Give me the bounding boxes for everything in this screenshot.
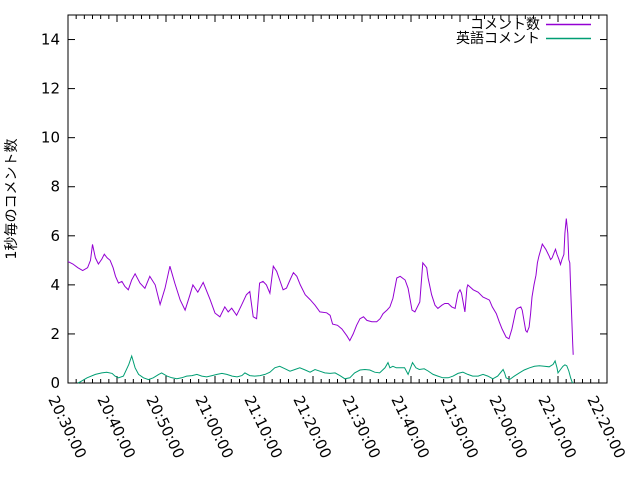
x-tick-label: 21:00:00 (191, 393, 237, 461)
plot-border (67, 14, 608, 384)
y-tick-label: 12 (41, 80, 60, 98)
y-tick-label: 2 (50, 325, 60, 343)
series-lines (67, 218, 574, 384)
y-tick-label: 8 (50, 178, 60, 196)
y-tick-label: 14 (41, 31, 60, 49)
english-comments-line (77, 354, 574, 384)
x-tick-label: 20:40:00 (93, 393, 139, 461)
legend: コメント数 英語コメント (456, 17, 591, 47)
y-tick-label: 0 (50, 374, 60, 392)
x-axis-tick-labels: 20:30:00 20:40:00 20:50:00 21:00:00 21:10:00… (44, 393, 629, 461)
x-tick-label: 21:30:00 (338, 393, 384, 461)
comments-line (67, 218, 574, 355)
x-tick-label: 21:10:00 (240, 393, 286, 461)
y-axis-title: 1秒毎のコメント数 (4, 139, 20, 260)
x-axis-ticks (67, 15, 608, 383)
x-tick-label: 20:30:00 (44, 393, 90, 461)
y-axis-ticks (68, 39, 607, 384)
x-tick-label: 21:40:00 (387, 393, 433, 461)
x-tick-label: 22:10:00 (534, 393, 580, 461)
x-tick-label: 22:20:00 (583, 393, 629, 461)
x-tick-label: 22:00:00 (485, 393, 531, 461)
y-tick-label: 10 (41, 129, 60, 147)
y-tick-label: 6 (50, 227, 60, 245)
x-tick-label: 21:20:00 (289, 393, 335, 461)
y-axis-tick-labels: 0 2 4 6 8 10 12 14 (41, 31, 60, 392)
x-tick-label: 21:50:00 (436, 393, 482, 461)
y-tick-label: 4 (50, 276, 60, 294)
legend-label-english-comments: 英語コメント (456, 30, 540, 47)
legend-label-comments: コメント数 (470, 17, 540, 33)
x-tick-label: 20:50:00 (142, 393, 188, 461)
